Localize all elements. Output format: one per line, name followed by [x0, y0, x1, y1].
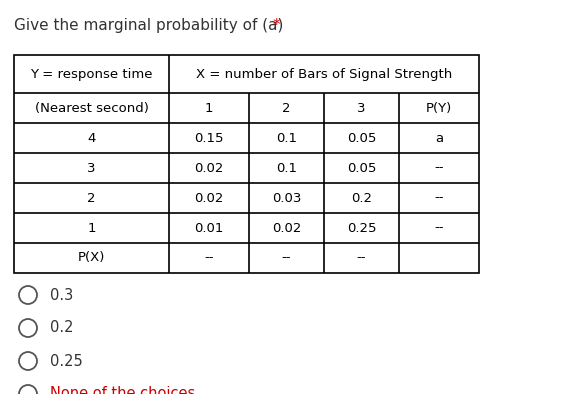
Text: X = number of Bars of Signal Strength: X = number of Bars of Signal Strength [196, 67, 452, 80]
Text: 4: 4 [87, 132, 96, 145]
Text: 0.2: 0.2 [50, 320, 73, 336]
Text: 0.01: 0.01 [195, 221, 224, 234]
Text: 3: 3 [87, 162, 96, 175]
Text: P(X): P(X) [78, 251, 105, 264]
Text: --: -- [205, 251, 214, 264]
Text: 2: 2 [282, 102, 291, 115]
Text: 0.1: 0.1 [276, 132, 297, 145]
Text: --: -- [357, 251, 366, 264]
Text: 2: 2 [87, 191, 96, 204]
Text: Give the marginal probability of (a): Give the marginal probability of (a) [14, 18, 288, 33]
Text: 1: 1 [87, 221, 96, 234]
Text: 0.05: 0.05 [347, 162, 376, 175]
Text: 3: 3 [357, 102, 366, 115]
Text: 0.3: 0.3 [50, 288, 73, 303]
Text: 0.2: 0.2 [351, 191, 372, 204]
Text: 0.25: 0.25 [347, 221, 376, 234]
Text: 0.05: 0.05 [347, 132, 376, 145]
Text: *: * [273, 18, 281, 33]
Text: a: a [435, 132, 443, 145]
Text: P(Y): P(Y) [426, 102, 452, 115]
Text: 0.25: 0.25 [50, 353, 83, 368]
Text: None of the choices: None of the choices [50, 387, 195, 394]
Text: 0.02: 0.02 [195, 162, 224, 175]
Text: --: -- [282, 251, 291, 264]
Bar [14, 55, 479, 273]
Text: 0.02: 0.02 [272, 221, 301, 234]
Text: --: -- [434, 221, 444, 234]
Text: 0.1: 0.1 [276, 162, 297, 175]
Text: --: -- [434, 162, 444, 175]
Text: (Nearest second): (Nearest second) [35, 102, 148, 115]
Text: 0.03: 0.03 [272, 191, 301, 204]
Text: Y = response time: Y = response time [30, 67, 153, 80]
Text: --: -- [434, 191, 444, 204]
Text: 0.15: 0.15 [194, 132, 224, 145]
Text: 1: 1 [205, 102, 213, 115]
Text: 0.02: 0.02 [195, 191, 224, 204]
